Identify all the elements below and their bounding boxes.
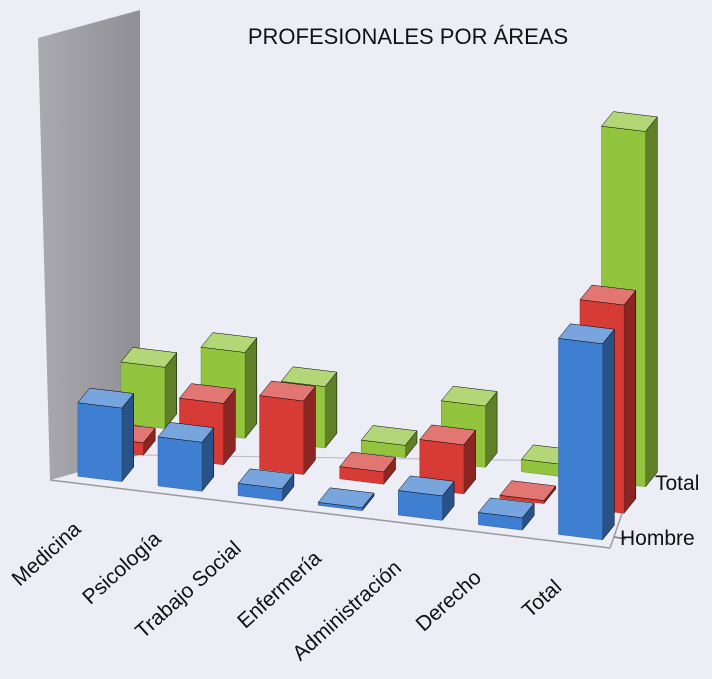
bar-side-face: [244, 337, 258, 440]
bar-side-face: [303, 385, 316, 476]
bar-hombre-derecho: [477, 497, 535, 531]
bars: [77, 111, 658, 541]
bar-top-face: [259, 380, 316, 402]
bar-hombre-total: [558, 323, 615, 541]
bar-hombre-enfermeria: [317, 487, 375, 512]
bar-hombre-administracion: [397, 475, 455, 522]
bar-front-face: [157, 436, 203, 492]
bar-top-face: [200, 332, 258, 353]
bar-side-face: [602, 328, 615, 541]
bar-top-face: [77, 387, 135, 409]
bar-total-medicina: [120, 347, 178, 430]
bar-top-face: [237, 468, 295, 489]
bar-top-face: [157, 422, 215, 443]
bar-front-face: [77, 402, 123, 482]
bar-side-face: [121, 392, 134, 483]
bar-top-face: [179, 383, 236, 404]
bar-top-face: [477, 497, 535, 519]
bar-top-face: [440, 385, 498, 407]
depth-label-hombre: Hombre: [620, 527, 695, 550]
bar-hombre-trabajo-social: [237, 468, 295, 502]
bar-serie-2-trabajo-social: [259, 380, 316, 476]
bar-front-face: [259, 395, 304, 475]
bar-top-face: [397, 475, 455, 497]
depth-label-total: Total: [655, 472, 699, 495]
bar-top-face: [339, 451, 396, 473]
bar-top-face: [360, 425, 418, 446]
x-tick-label-derecho: Derecho: [412, 566, 486, 636]
bar-total-enfermeria: [360, 425, 418, 459]
bar-hombre-psicologia: [157, 422, 215, 493]
bar-serie-2-enfermeria: [339, 451, 396, 485]
bar-top-face: [601, 111, 658, 132]
x-tick-label-enfermeria: Enfermería: [233, 546, 326, 633]
x-tick-label-medicina: Medicina: [8, 517, 86, 591]
bar-top-face: [280, 366, 338, 387]
bar-side-face: [645, 116, 658, 488]
x-tick-label-total: Total: [518, 576, 566, 623]
bar-top-face: [499, 480, 557, 501]
chart-title: PROFESIONALES POR ÁREAS: [248, 24, 568, 49]
bar-top-face: [120, 347, 178, 368]
bar-hombre-medicina: [77, 387, 135, 483]
bar-top-face: [419, 424, 477, 446]
bar-top-face: [317, 487, 375, 508]
floor-front-edge: [49, 479, 611, 549]
x-tick-label-psicologia: Psicología: [78, 527, 166, 609]
depth-tick-hombre: [613, 536, 627, 540]
back-wall: [38, 10, 140, 480]
bar-top-face: [558, 323, 615, 345]
bar-serie-2-derecho: [499, 480, 557, 505]
bar-side-face: [623, 289, 637, 515]
bar-front-face: [558, 338, 603, 541]
bar-top-face: [579, 284, 637, 306]
